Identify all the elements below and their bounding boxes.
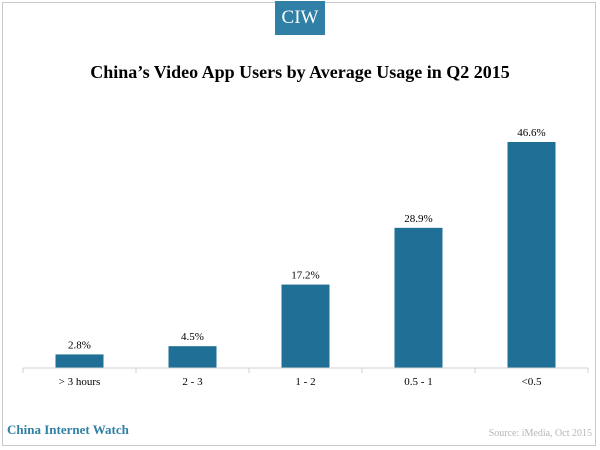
x-tick-label: > 3 hours: [59, 376, 101, 388]
ciw-logo: CIW: [275, 1, 325, 35]
bar: [507, 141, 556, 368]
bar: [281, 284, 330, 368]
chart-title: China’s Video App Users by Average Usage…: [90, 62, 510, 82]
source-note: Source: iMedia, Oct 2015: [488, 428, 592, 439]
bar-value-label: 2.8%: [68, 339, 91, 351]
x-tick-label: <0.5: [522, 376, 542, 388]
bar-value-label: 46.6%: [517, 127, 545, 139]
x-tick-label: 1 - 2: [295, 376, 315, 388]
bar: [168, 346, 217, 368]
bar-value-label: 17.2%: [291, 270, 319, 282]
x-tick-label: 2 - 3: [182, 376, 203, 388]
bar-value-label: 4.5%: [181, 331, 204, 343]
bar: [55, 354, 104, 368]
bar: [394, 227, 443, 368]
x-tick-label: 0.5 - 1: [404, 376, 432, 388]
brand-name: China Internet Watch: [7, 422, 129, 437]
bar-value-label: 28.9%: [404, 213, 432, 225]
